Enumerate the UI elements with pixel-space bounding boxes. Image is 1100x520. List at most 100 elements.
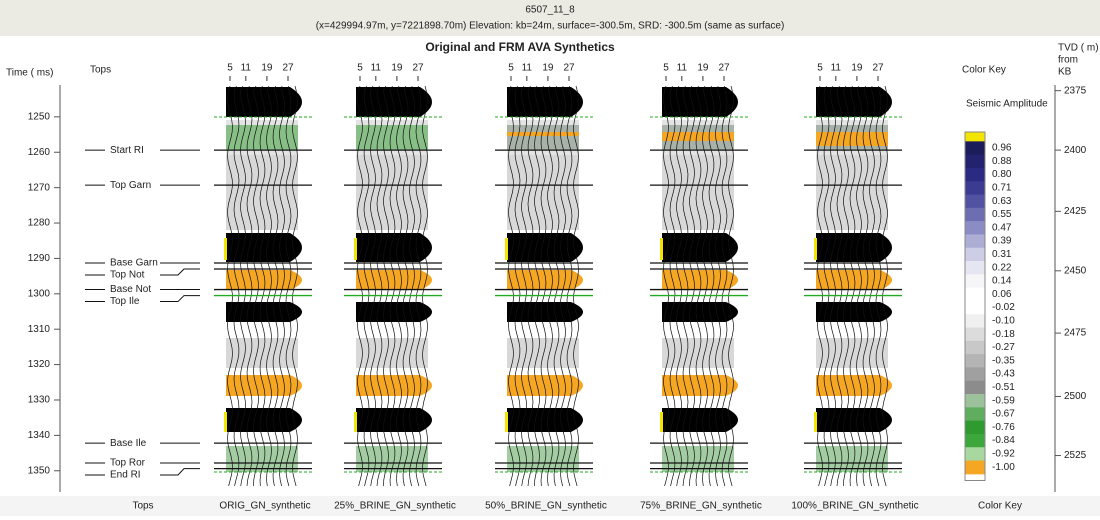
trace bbox=[266, 85, 272, 487]
color-key-label: -1.00 bbox=[992, 462, 1015, 473]
trace bbox=[409, 85, 415, 487]
color-key-label: -0.02 bbox=[992, 302, 1015, 313]
gather-bg bbox=[356, 155, 428, 230]
trace bbox=[689, 85, 695, 487]
tops-label: Tops bbox=[90, 65, 111, 76]
color-swatch bbox=[965, 207, 985, 222]
color-key-label: 0.63 bbox=[992, 196, 1012, 207]
panel-name: ORIG_GN_synthetic bbox=[219, 501, 310, 512]
color-key-label: 0.06 bbox=[992, 289, 1012, 300]
time-tick-label: 1260 bbox=[28, 147, 51, 158]
color-key-label: -0.59 bbox=[992, 395, 1015, 406]
color-swatch bbox=[965, 181, 985, 196]
offset-label: 5 bbox=[357, 63, 363, 74]
trace bbox=[560, 85, 566, 487]
synthetic-panel bbox=[214, 85, 312, 487]
trace-marker bbox=[224, 412, 227, 432]
color-key-label: -0.18 bbox=[992, 329, 1015, 340]
event bbox=[816, 408, 892, 432]
color-swatch bbox=[965, 380, 985, 395]
color-swatch bbox=[965, 460, 985, 475]
trace bbox=[292, 85, 298, 487]
top-name: Top Garn bbox=[110, 180, 151, 191]
event bbox=[226, 375, 302, 396]
color-swatch bbox=[965, 274, 985, 289]
top-connector bbox=[160, 295, 200, 303]
synthetic-panel bbox=[344, 85, 442, 487]
event bbox=[816, 375, 892, 396]
color-key-footer: Color Key bbox=[978, 501, 1022, 512]
trace-marker bbox=[354, 238, 357, 260]
amp-anomaly bbox=[507, 132, 579, 136]
offset-label: 19 bbox=[261, 63, 273, 74]
trace-marker bbox=[814, 238, 817, 260]
trace bbox=[272, 85, 279, 487]
trace bbox=[521, 85, 527, 487]
color-swatch bbox=[965, 300, 985, 315]
event bbox=[816, 302, 892, 322]
event bbox=[356, 408, 432, 432]
offset-label: 19 bbox=[542, 63, 554, 74]
color-key-title: Seismic Amplitude bbox=[966, 99, 1048, 110]
color-swatch bbox=[965, 354, 985, 368]
trace bbox=[708, 85, 715, 487]
offset-label: 27 bbox=[718, 63, 730, 74]
time-tick-label: 1270 bbox=[28, 182, 51, 193]
tvd-tick-label: 2375 bbox=[1064, 85, 1087, 96]
offset-label: 27 bbox=[282, 63, 294, 74]
panel-name: 100%_BRINE_GN_synthetic bbox=[791, 501, 918, 512]
trace-marker bbox=[505, 412, 508, 432]
color-key-label: 0.47 bbox=[992, 222, 1012, 233]
trace bbox=[259, 85, 266, 487]
trace bbox=[721, 85, 728, 487]
trace bbox=[527, 85, 534, 487]
offset-label: 19 bbox=[851, 63, 863, 74]
gather-bg bbox=[507, 155, 579, 230]
offset-label: 27 bbox=[563, 63, 575, 74]
color-swatch bbox=[965, 261, 985, 275]
gather-bg bbox=[816, 155, 888, 230]
gather-bg bbox=[226, 155, 298, 230]
trace bbox=[246, 85, 253, 487]
trace bbox=[540, 85, 547, 487]
color-swatch bbox=[965, 221, 985, 235]
trace-marker bbox=[814, 412, 817, 432]
top-name: Base Garn bbox=[110, 258, 158, 269]
trace bbox=[695, 85, 702, 487]
event bbox=[662, 375, 738, 396]
trace bbox=[882, 85, 888, 487]
color-key-label: -0.51 bbox=[992, 382, 1015, 393]
color-key-label: 0.55 bbox=[992, 209, 1012, 220]
synthetic-panel bbox=[650, 85, 748, 487]
event bbox=[507, 302, 583, 322]
trace bbox=[415, 85, 422, 487]
amp-anomaly bbox=[662, 132, 734, 141]
trace bbox=[669, 85, 676, 487]
offset-label: 11 bbox=[522, 63, 533, 74]
time-tick-label: 1250 bbox=[28, 111, 51, 122]
color-key-label: -0.10 bbox=[992, 316, 1015, 327]
top-name: Top Ile bbox=[110, 296, 140, 307]
event bbox=[507, 408, 583, 432]
trace-marker bbox=[660, 238, 663, 260]
trace-marker bbox=[354, 412, 357, 432]
event bbox=[356, 302, 432, 322]
offset-label: 11 bbox=[241, 63, 252, 74]
trace bbox=[676, 85, 682, 487]
color-key-label: -0.76 bbox=[992, 422, 1015, 433]
trace bbox=[843, 85, 849, 487]
trace bbox=[830, 85, 836, 487]
color-key-frame bbox=[964, 131, 986, 481]
trace bbox=[547, 85, 553, 487]
trace bbox=[566, 85, 573, 487]
offset-label: 19 bbox=[391, 63, 403, 74]
color-key-label: 0.71 bbox=[992, 183, 1012, 194]
color-swatch bbox=[965, 433, 985, 448]
offset-label: 11 bbox=[371, 63, 382, 74]
event bbox=[662, 408, 738, 432]
color-key-label: -0.35 bbox=[992, 355, 1015, 366]
tvd-label: TVD ( m) bbox=[1058, 43, 1099, 54]
color-swatch bbox=[965, 167, 985, 182]
well-name: 6507_11_8 bbox=[525, 5, 575, 16]
